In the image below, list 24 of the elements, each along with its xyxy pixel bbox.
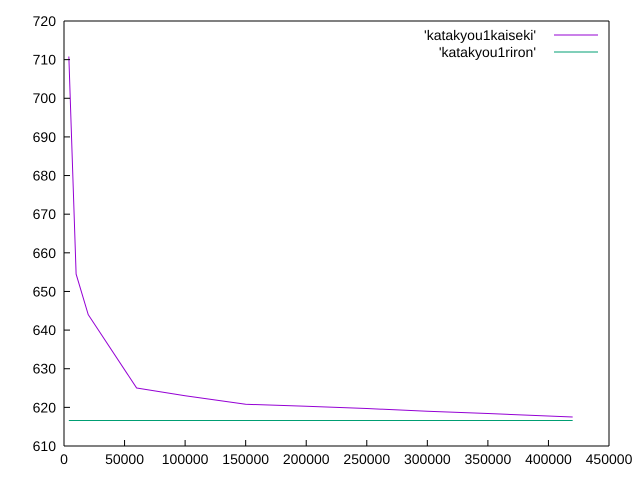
y-tick-label: 690 [32, 128, 56, 145]
x-tick-label: 250000 [343, 450, 390, 467]
legend-label: 'katakyou1kaiseki' [424, 26, 536, 42]
x-tick-label: 350000 [464, 450, 512, 467]
y-tick-label: 680 [32, 168, 56, 184]
y-tick-label: 620 [32, 399, 56, 416]
y-tick-label: 710 [32, 52, 56, 68]
y-tick-label: 640 [32, 322, 56, 338]
y-tick-label: 670 [32, 206, 56, 222]
x-tick-label: 300000 [404, 450, 451, 467]
y-tick-label: 720 [32, 12, 56, 29]
y-tick-label: 610 [32, 438, 56, 454]
x-tick-label: 100000 [162, 450, 209, 467]
y-tick-label: 660 [32, 244, 56, 261]
x-tick-label: 400000 [525, 450, 572, 467]
x-tick-label: 50000 [105, 450, 144, 467]
y-tick-label: 650 [32, 283, 56, 300]
x-tick-label: 450000 [586, 450, 633, 467]
y-tick-label: 700 [32, 90, 56, 106]
x-tick-label: 150000 [222, 450, 270, 467]
legend-label: 'katakyou1riron' [438, 44, 536, 60]
x-tick-label: 200000 [282, 450, 330, 467]
x-tick-label: 0 [60, 450, 68, 467]
y-tick-label: 630 [32, 360, 56, 377]
